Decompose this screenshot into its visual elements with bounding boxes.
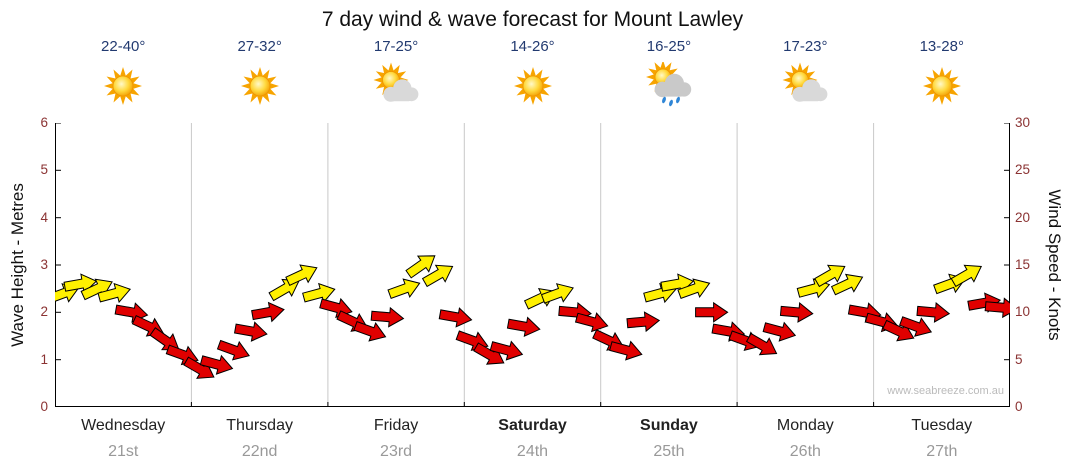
day-date-label: 27th bbox=[926, 443, 958, 460]
sun-icon bbox=[99, 62, 147, 110]
day-temp-range: 17-23° bbox=[783, 38, 828, 55]
wind-speed-tick-label: 15 bbox=[1015, 257, 1031, 272]
day-name-label: Monday bbox=[776, 417, 834, 434]
wave-height-tick-label: 6 bbox=[40, 115, 48, 130]
wind-arrow bbox=[916, 302, 951, 323]
wind-speed-tick-label: 5 bbox=[1015, 351, 1023, 367]
wind-arrow bbox=[285, 264, 318, 287]
day-date-label: 21st bbox=[108, 443, 139, 460]
wind-arrow bbox=[830, 273, 864, 296]
sun-cloud-icon bbox=[781, 62, 829, 110]
day-date-label: 24th bbox=[516, 443, 549, 460]
wind-arrow bbox=[574, 312, 609, 333]
sun-icon bbox=[236, 62, 284, 110]
wind-arrow bbox=[814, 264, 846, 288]
day-name-label: Wednesday bbox=[81, 417, 166, 434]
day-temp-range: 13-28° bbox=[919, 38, 964, 55]
day-temp-range: 22-40° bbox=[101, 38, 146, 55]
wind-speed-tick-label: 25 bbox=[1015, 162, 1031, 178]
wave-height-tick-label: 1 bbox=[40, 351, 48, 367]
wind-arrow bbox=[540, 283, 574, 304]
day-date-label: 25th bbox=[653, 443, 685, 460]
wind-arrow bbox=[677, 278, 711, 300]
wind-arrow bbox=[353, 320, 387, 342]
day-name-label: Saturday bbox=[498, 417, 567, 434]
wave-height-tick-label: 2 bbox=[40, 304, 48, 320]
right-axis-title: Wind Speed - Knots bbox=[1045, 189, 1064, 341]
day-name-label: Tuesday bbox=[911, 417, 973, 434]
wind-arrow bbox=[302, 282, 336, 304]
day-date-label: 26th bbox=[789, 443, 821, 460]
wave-height-tick-label: 3 bbox=[40, 257, 48, 272]
wind-arrow bbox=[233, 321, 268, 342]
wind-arrow bbox=[695, 301, 729, 323]
day-temp-range: 17-25° bbox=[373, 38, 419, 55]
wave-height-tick-label: 4 bbox=[40, 209, 48, 225]
wave-height-tick-label: 0 bbox=[40, 399, 48, 414]
day-headers: 22-40° 27-32° 17-25° 14-26° 16-25° 17-23… bbox=[0, 38, 1080, 122]
wind-speed-tick-label: 10 bbox=[1015, 304, 1031, 320]
wind-arrow bbox=[438, 307, 473, 328]
wind-arrow bbox=[745, 332, 778, 356]
sun-cloud-rain-icon bbox=[645, 60, 693, 110]
wind-arrow bbox=[370, 306, 405, 328]
day-date-label: 22nd bbox=[241, 443, 278, 460]
wind-arrow bbox=[898, 316, 933, 337]
wind-arrow bbox=[609, 340, 643, 361]
day-name-label: Friday bbox=[373, 417, 419, 434]
wind-arrow-chart bbox=[55, 123, 1010, 407]
wind-arrow bbox=[984, 297, 1010, 319]
wind-arrow bbox=[199, 354, 234, 375]
wind-arrow bbox=[506, 316, 541, 338]
day-temp-range: 27-32° bbox=[237, 38, 282, 55]
page-title: 7 day wind & wave forecast for Mount Law… bbox=[321, 8, 744, 31]
wind-arrow bbox=[405, 255, 436, 279]
day-name-label: Thursday bbox=[226, 417, 293, 434]
chart-plot-area: www.seabreeze.com.au bbox=[55, 123, 1010, 407]
watermark: www.seabreeze.com.au bbox=[887, 385, 1004, 397]
wind-speed-tick-label: 30 bbox=[1015, 115, 1031, 130]
day-temp-range: 14-26° bbox=[510, 38, 555, 55]
wind-arrow bbox=[251, 301, 285, 323]
wind-speed-tick-label: 20 bbox=[1015, 209, 1031, 225]
day-temp-range: 16-25° bbox=[646, 38, 692, 55]
sun-icon bbox=[918, 62, 966, 110]
wind-arrow bbox=[626, 311, 661, 333]
wind-arrow bbox=[97, 282, 132, 304]
wind-speed-tick-label: 0 bbox=[1015, 399, 1023, 414]
sun-icon bbox=[509, 62, 557, 110]
wave-height-tick-label: 5 bbox=[40, 162, 48, 178]
wind-arrow bbox=[779, 302, 814, 323]
wind-arrow bbox=[387, 278, 421, 300]
day-date-label: 23rd bbox=[380, 443, 413, 460]
x-axis-day-labels: Wednesday 21st Thursday 22nd Friday 23rd Satur… bbox=[0, 417, 1080, 475]
wind-arrow bbox=[489, 340, 524, 361]
day-name-label: Sunday bbox=[640, 417, 698, 434]
wind-arrow bbox=[762, 321, 797, 342]
wind-arrow bbox=[216, 339, 250, 361]
sun-cloud-icon bbox=[372, 62, 420, 110]
wind-arrow bbox=[950, 264, 983, 288]
wind-arrow bbox=[421, 264, 454, 288]
